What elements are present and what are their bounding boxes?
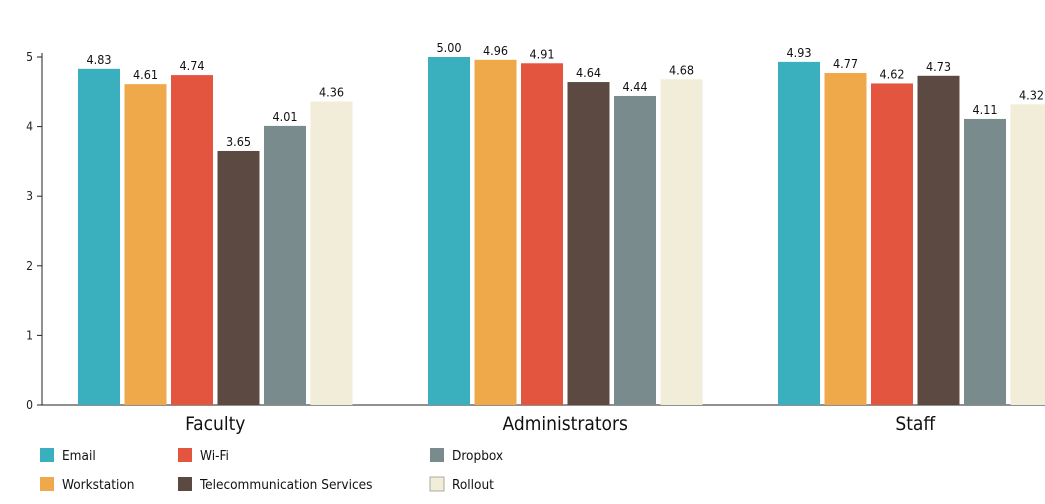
category-label: Administrators	[503, 413, 628, 435]
y-tick-label: 2	[26, 259, 33, 273]
legend-swatch	[40, 477, 54, 491]
legend-label: Telecommunication Services	[199, 477, 372, 493]
bar	[264, 125, 306, 406]
bar	[78, 68, 120, 405]
data-label: 4.44	[622, 79, 647, 94]
bar	[428, 57, 470, 405]
legend-swatch	[40, 448, 54, 462]
data-label: 4.32	[1019, 87, 1044, 102]
bar	[124, 84, 167, 406]
data-label: 4.11	[972, 102, 997, 117]
data-label: 4.62	[879, 66, 904, 81]
y-tick-label: 3	[26, 189, 33, 203]
data-label: 4.36	[319, 85, 344, 100]
y-tick-label: 5	[26, 50, 33, 64]
data-labels: 4.83 4.61 4.74 3.65 4.01 4.36 5.00 4.96 4.91 4.64…	[86, 40, 1044, 149]
legend-swatch	[178, 448, 192, 462]
bar	[1010, 104, 1045, 405]
data-label: 4.64	[576, 65, 601, 80]
bar	[824, 73, 867, 406]
bar	[474, 59, 517, 406]
bars	[78, 57, 1045, 406]
bar	[964, 118, 1006, 405]
legend-label: Rollout	[452, 477, 494, 493]
data-label: 3.65	[226, 134, 251, 149]
category-label: Staff	[895, 413, 936, 435]
data-label: 4.68	[669, 62, 694, 77]
bar	[871, 83, 913, 405]
bar	[778, 61, 820, 405]
bar	[521, 63, 563, 405]
y-tick-label: 1	[26, 328, 33, 342]
legend-swatch	[430, 448, 444, 462]
data-label: 4.96	[483, 43, 508, 58]
data-label: 4.73	[926, 59, 951, 74]
legend-swatch	[178, 477, 192, 491]
data-label: 4.77	[833, 56, 858, 71]
data-label: 4.61	[133, 67, 158, 82]
y-tick-label: 0	[26, 398, 33, 412]
category-label: Faculty	[185, 413, 245, 435]
legend-label: Workstation	[62, 477, 134, 493]
legend-label: Wi-Fi	[200, 448, 229, 464]
bar	[217, 150, 260, 405]
data-label: 4.93	[786, 45, 811, 60]
bar	[614, 95, 656, 405]
data-label: 4.01	[272, 109, 297, 124]
bar	[917, 75, 960, 406]
data-label: 4.83	[86, 52, 111, 67]
bar	[171, 75, 213, 405]
legend: Email Workstation Wi-Fi Telecommunication S…	[40, 448, 503, 493]
bar	[567, 82, 610, 405]
legend-label: Dropbox	[452, 448, 503, 464]
y-tick-label: 4	[26, 120, 33, 134]
category-labels: Faculty Administrators Staff	[185, 413, 936, 435]
data-label: 4.91	[529, 46, 554, 61]
data-label: 5.00	[436, 40, 461, 55]
legend-swatch	[429, 476, 445, 492]
bar	[660, 79, 703, 405]
data-label: 4.74	[179, 58, 204, 73]
bar	[310, 101, 353, 405]
legend-label: Email	[62, 448, 96, 464]
